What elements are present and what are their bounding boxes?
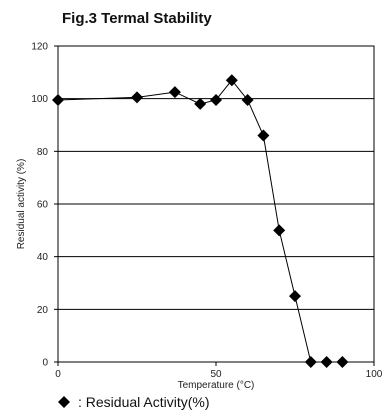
- diamond-marker-icon: [58, 396, 70, 408]
- legend: : Residual Activity(%): [56, 394, 209, 410]
- data-point: [336, 356, 349, 368]
- data-point: [131, 91, 143, 104]
- y-tick-label: 120: [31, 42, 48, 53]
- data-point: [210, 93, 222, 106]
- data-point: [194, 97, 207, 110]
- chart-title: Fig.3 Termal Stability: [62, 10, 212, 27]
- data-point: [168, 86, 181, 99]
- data-point: [52, 93, 64, 106]
- series-layer: [52, 74, 349, 368]
- legend-label: : Residual Activity(%): [78, 394, 210, 410]
- data-point: [257, 129, 270, 142]
- y-tick-label: 20: [37, 305, 49, 316]
- data-point: [289, 290, 301, 303]
- x-axis-ticks: 0 50 100: [55, 362, 383, 380]
- y-tick-label: 60: [37, 200, 49, 211]
- x-axis-title: Temperature (°C): [178, 380, 255, 391]
- data-point: [241, 93, 254, 106]
- data-point: [273, 224, 286, 237]
- x-tick-label: 100: [366, 369, 383, 380]
- series-line: [57, 79, 343, 363]
- x-tick-label: 50: [210, 369, 222, 380]
- data-point: [304, 356, 317, 368]
- y-axis-title: Residual activity (%): [16, 159, 27, 250]
- y-tick-label: 0: [42, 358, 48, 369]
- y-tick-label: 100: [31, 94, 48, 105]
- y-tick-label: 40: [37, 252, 49, 263]
- y-tick-label: 80: [37, 147, 49, 158]
- grid-lines: [58, 98, 374, 310]
- x-tick-label: 0: [55, 369, 61, 380]
- data-point: [225, 74, 238, 87]
- data-point: [320, 356, 333, 368]
- y-axis-ticks: 0 20 40 60 80 100 120: [31, 42, 58, 369]
